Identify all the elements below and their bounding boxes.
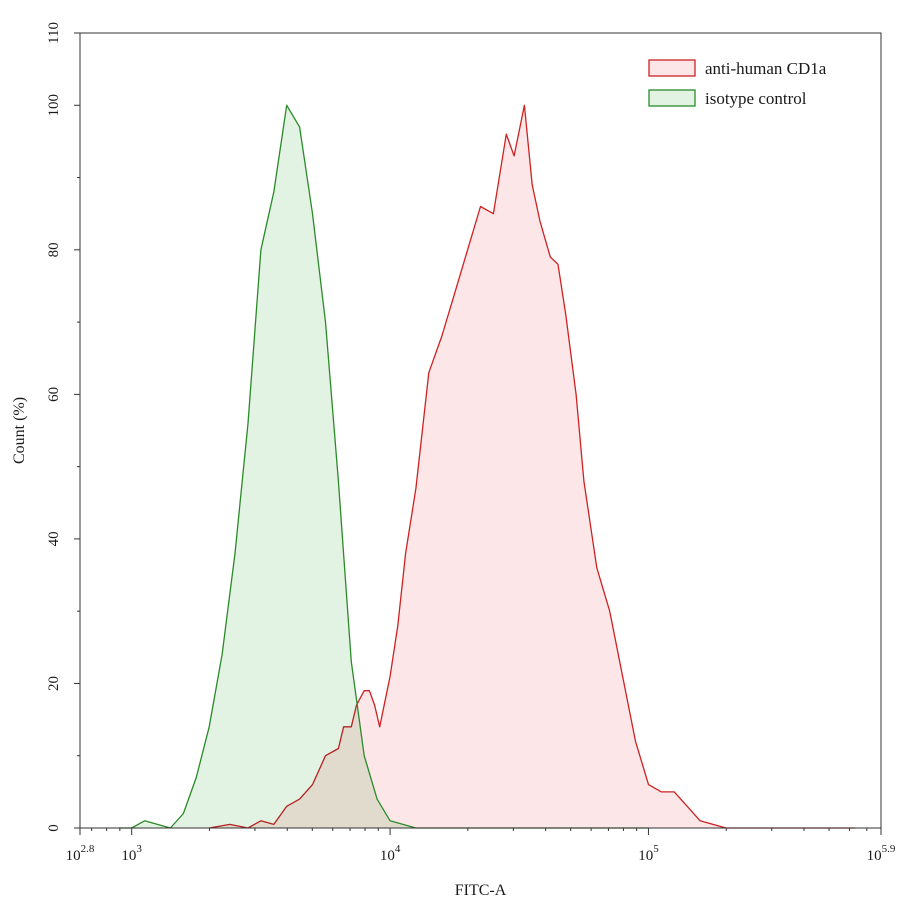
x-tick-label: 105: [638, 843, 659, 864]
x-axis: 102.8 103 104 105 105.9: [66, 828, 896, 864]
y-tick-label: 40: [46, 531, 62, 546]
x-tick-label: 104: [380, 843, 401, 864]
y-tick-label: 20: [46, 676, 62, 691]
series-area-anti-human-cd1a: [209, 105, 856, 829]
series-area-isotype-control: [118, 105, 649, 829]
plot-series: [118, 104, 856, 829]
legend: anti-human CD1a isotype control: [648, 59, 827, 108]
legend-swatch: [648, 59, 696, 77]
y-tick-label: 110: [46, 22, 62, 44]
series-line-isotype-control: [118, 104, 649, 829]
y-tick-label: 100: [46, 94, 62, 117]
y-tick-label: 60: [46, 387, 62, 402]
legend-label: isotype control: [705, 89, 807, 108]
legend-label: anti-human CD1a: [705, 59, 827, 78]
legend-swatch: [648, 89, 696, 107]
y-axis-title: Count (%): [11, 397, 28, 464]
x-tick-label: 105.9: [867, 843, 896, 864]
y-tick-label: 80: [46, 242, 62, 257]
x-tick-label: 102.8: [66, 843, 95, 864]
plot-frame: [79, 32, 882, 829]
y-axis: 0 20 40 60 80 100 110: [46, 22, 80, 832]
y-tick-label: 0: [46, 824, 62, 832]
x-tick-label: 103: [121, 843, 142, 864]
x-axis-title: FITC-A: [455, 882, 507, 899]
